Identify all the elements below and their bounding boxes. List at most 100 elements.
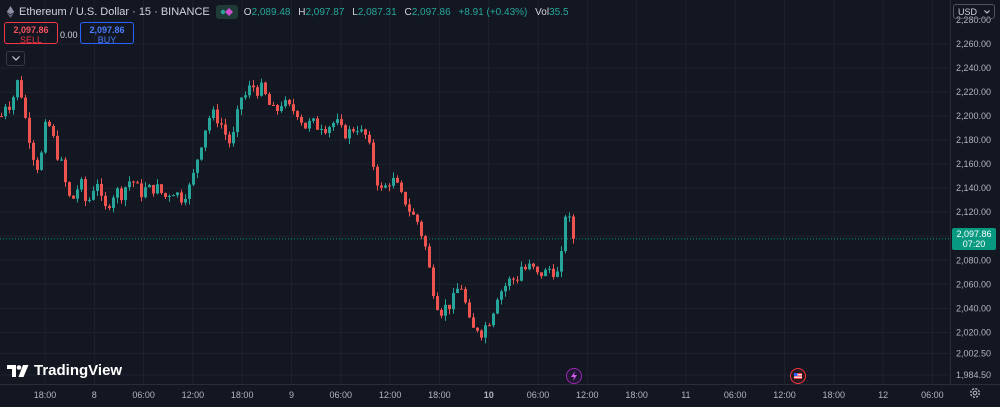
last-price-label: 2,097.86 07:20 <box>952 227 996 250</box>
candle-body <box>544 269 547 277</box>
candle-body <box>388 185 391 187</box>
candle-body <box>336 119 339 123</box>
candle-body <box>168 195 171 197</box>
last-price-value: 2,097.86 <box>956 228 992 239</box>
candle-body <box>244 95 247 98</box>
candle-body <box>248 85 251 96</box>
low-value: 2,087.31 <box>357 6 397 18</box>
candle-body <box>428 246 431 268</box>
candle-body <box>380 185 383 188</box>
candle-body <box>52 126 55 136</box>
candle-body <box>44 121 47 153</box>
candle-body <box>116 188 119 198</box>
candle-body <box>424 236 427 247</box>
diamond-icon <box>220 8 233 16</box>
candle-body <box>68 182 71 196</box>
tradingview-logo[interactable]: TradingView <box>7 362 122 379</box>
candle-body <box>564 216 567 252</box>
candle-body <box>140 183 143 198</box>
candle-body <box>420 221 423 237</box>
candle-body <box>448 304 451 310</box>
candle-body <box>84 179 87 201</box>
sell-button[interactable]: 2,097.86 SELL <box>4 22 58 45</box>
price-tick-label: 2,200.00 <box>956 111 991 121</box>
time-tick-label: 06:00 <box>132 390 155 400</box>
candle-body <box>164 193 167 197</box>
candle-body <box>272 104 275 106</box>
time-axis: 18:00 8 06:00 12:00 18:00 9 06:00 12:00 18:00 10 0… <box>34 390 944 400</box>
candle-body <box>132 181 135 183</box>
time-tick-label: 12 <box>878 390 888 400</box>
gear-icon[interactable] <box>968 386 982 400</box>
close-value: 2,097.86 <box>411 6 451 18</box>
bar-countdown: 07:20 <box>962 238 986 249</box>
currency-select[interactable]: USD <box>953 4 995 19</box>
price-tick-label: 2,020.00 <box>956 327 991 337</box>
candle-body <box>136 182 139 184</box>
price-tick-label: 1,984.50 <box>956 370 991 380</box>
time-tick-label: 18:00 <box>428 390 451 400</box>
candle-body <box>176 192 179 196</box>
candle-body <box>304 122 307 129</box>
candle-body <box>488 325 491 327</box>
time-tick-label: 12:00 <box>773 390 796 400</box>
candle-body <box>148 184 151 188</box>
ethereum-icon <box>6 6 15 18</box>
candle-body <box>552 268 555 277</box>
candle-body <box>8 106 11 110</box>
candle-body <box>560 251 563 272</box>
candle-body <box>224 124 227 135</box>
candle-body <box>440 309 443 316</box>
price-tick-label: 2,240.00 <box>956 63 991 73</box>
candle-body <box>292 104 295 112</box>
candle-body <box>548 268 551 270</box>
candle-body <box>152 184 155 194</box>
candle-body <box>56 135 59 160</box>
candle-body <box>484 325 487 338</box>
candle-body <box>144 187 147 198</box>
legend-header: Ethereum / U.S. Dollar · 15 · BINANCE O2… <box>6 5 574 19</box>
candle-body <box>260 82 263 96</box>
candle-body <box>360 129 363 132</box>
candle-body <box>492 313 495 326</box>
indicator-toggle-button[interactable] <box>215 5 238 19</box>
candle-body <box>400 182 403 192</box>
candle-body <box>320 128 323 130</box>
price-tick-label: 2,120.00 <box>956 207 991 217</box>
candles <box>0 76 575 344</box>
time-tick-label: 06:00 <box>724 390 747 400</box>
chevron-down-icon <box>11 56 20 61</box>
candle-body <box>88 199 91 201</box>
candle-body <box>36 159 39 170</box>
symbol-title[interactable]: Ethereum / U.S. Dollar · 15 · BINANCE <box>19 6 210 18</box>
candle-body <box>368 134 371 143</box>
time-tick-label: 06:00 <box>330 390 353 400</box>
candle-body <box>252 85 255 88</box>
candle-body <box>568 216 571 218</box>
price-tick-label: 2,140.00 <box>956 183 991 193</box>
event-marker-lightning[interactable] <box>566 368 582 384</box>
sell-label: SELL <box>19 35 43 45</box>
candle-body <box>432 267 435 297</box>
price-tick-label: 2,180.00 <box>956 135 991 145</box>
buy-button[interactable]: 2,097.86 BUY <box>80 22 134 45</box>
candle-body <box>156 184 159 194</box>
collapse-legend-button[interactable] <box>6 51 25 66</box>
event-marker-us-flag[interactable] <box>790 368 806 384</box>
buy-label: BUY <box>97 35 117 45</box>
candle-body <box>28 117 31 143</box>
currency-value: USD <box>958 6 978 17</box>
candle-body <box>20 80 23 98</box>
candle-body <box>452 293 455 310</box>
candle-body <box>472 317 475 328</box>
candle-body <box>416 214 419 222</box>
time-tick-label: 18:00 <box>34 390 57 400</box>
time-tick-label: 11 <box>681 390 690 400</box>
candle-body <box>32 142 35 160</box>
candle-body <box>76 189 79 199</box>
candle-body <box>308 120 311 129</box>
candle-body <box>0 116 3 118</box>
candle-body <box>556 271 559 277</box>
candle-body <box>352 129 355 132</box>
